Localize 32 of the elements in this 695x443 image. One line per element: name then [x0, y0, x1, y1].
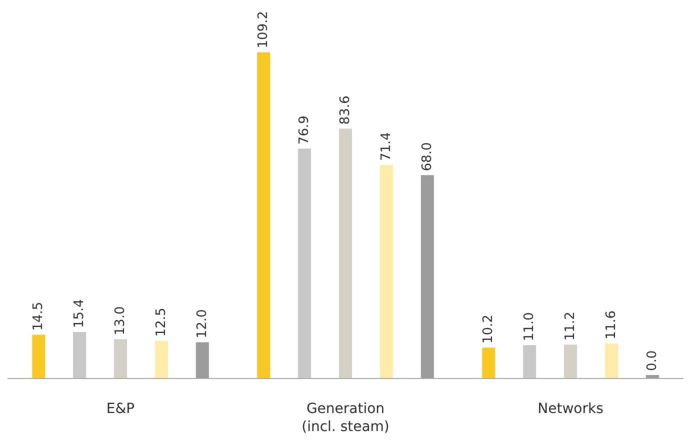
data-label: 11.6 — [604, 310, 619, 340]
bar — [32, 334, 46, 378]
data-label: 13.0 — [113, 306, 128, 336]
data-label: 109.2 — [256, 11, 272, 48]
bar — [339, 128, 352, 378]
data-label: 10.2 — [481, 314, 496, 344]
bar — [523, 345, 536, 378]
x-tick-label: E&P — [106, 401, 135, 417]
bar — [564, 344, 577, 378]
data-label: 68.0 — [420, 142, 435, 172]
data-label: 83.6 — [338, 96, 353, 125]
data-label: 71.4 — [378, 132, 394, 161]
x-tick-label: Generation (incl. steam) — [302, 401, 390, 435]
bar — [604, 343, 618, 378]
data-label: 12.5 — [154, 308, 169, 337]
bar — [298, 148, 312, 378]
bar — [257, 52, 270, 378]
bar — [482, 348, 496, 378]
data-label: 11.0 — [522, 312, 538, 342]
data-label: 76.9 — [297, 116, 312, 145]
data-label: 0.0 — [644, 350, 660, 371]
data-label: 14.5 — [31, 302, 46, 331]
bar — [73, 332, 86, 378]
bar — [196, 342, 209, 378]
data-label: 15.4 — [72, 299, 88, 328]
bar — [420, 175, 434, 378]
data-label: 11.2 — [563, 312, 578, 341]
data-label: 12.0 — [194, 309, 210, 338]
bar — [114, 339, 127, 378]
x-tick-label: Networks — [538, 401, 604, 417]
bar — [154, 340, 168, 378]
bar — [380, 164, 393, 378]
